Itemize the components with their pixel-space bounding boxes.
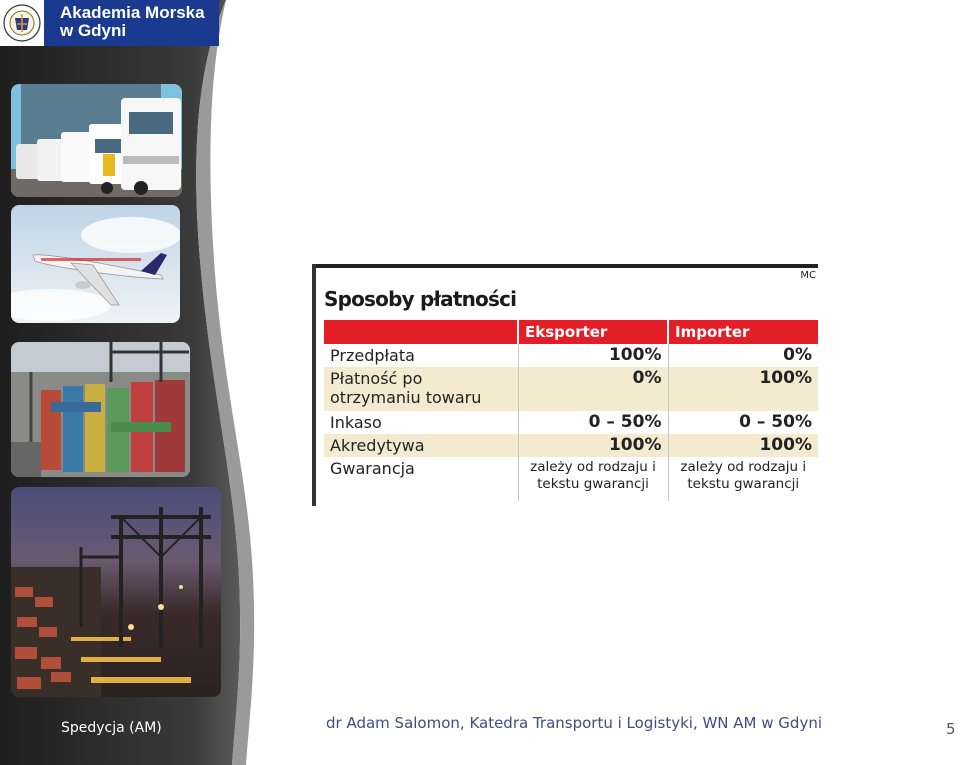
header-importer: Importer [667,320,818,344]
importer-value: zależy od rodzaju i tekstu gwarancji [667,457,818,501]
sidebar-filmstrip [0,0,270,765]
table-header-row: Eksporter Importer [324,320,818,344]
exporter-value: 0 – 50% [517,411,668,434]
container-port-image [11,342,190,477]
table-row: Przedpłata 100% 0% [324,344,818,367]
row-label: Inkaso [330,413,382,432]
exporter-value: 100% [517,434,668,457]
table-row: Płatność po otrzymaniu towaru 0% 100% [324,367,818,411]
footer-author: dr Adam Salomon, Katedra Transportu i Lo… [326,714,823,732]
row-label: Gwarancja [330,459,415,478]
table-row: Inkaso 0 – 50% 0 – 50% [324,411,818,434]
table-top-rule [312,264,818,268]
header-exporter: Eksporter [517,320,668,344]
source-mark: MC [800,270,816,281]
night-port-cranes-image [11,487,221,697]
exporter-value: zależy od rodzaju i tekstu gwarancji [517,457,668,501]
university-logo: Akademia Morska w Gdyni [0,0,219,46]
payment-methods-table: MC Sposoby płatności Eksporter Importer … [312,264,818,506]
university-seal-icon [3,4,41,42]
row-label: Płatność po otrzymaniu towaru [324,367,518,411]
header-blank [324,320,518,344]
table-row: Akredytywa 100% 100% [324,434,818,457]
page-number: 5 [946,720,956,738]
importer-value: 0% [667,344,818,367]
table-title: Sposoby płatności [324,287,517,311]
payment-grid: Eksporter Importer Przedpłata 100% 0% Pł… [324,320,818,501]
logo-line-2: w Gdyni [60,21,127,40]
logo-line-1: Akademia Morska [60,3,205,22]
row-label: Przedpłata [330,346,415,365]
logo-wordmark: Akademia Morska w Gdyni [44,0,219,46]
footer-course: Spedycja (AM) [61,720,162,736]
table-left-rule [312,264,316,506]
row-label: Akredytywa [324,434,518,457]
importer-value: 100% [667,434,818,457]
importer-value: 0 – 50% [667,411,818,434]
truck-fleet-image [11,84,182,197]
importer-value: 100% [667,367,818,411]
exporter-value: 100% [517,344,668,367]
table-row: Gwarancja zależy od rodzaju i tekstu gwa… [324,457,818,501]
exporter-value: 0% [517,367,668,411]
airplane-image [11,205,180,323]
